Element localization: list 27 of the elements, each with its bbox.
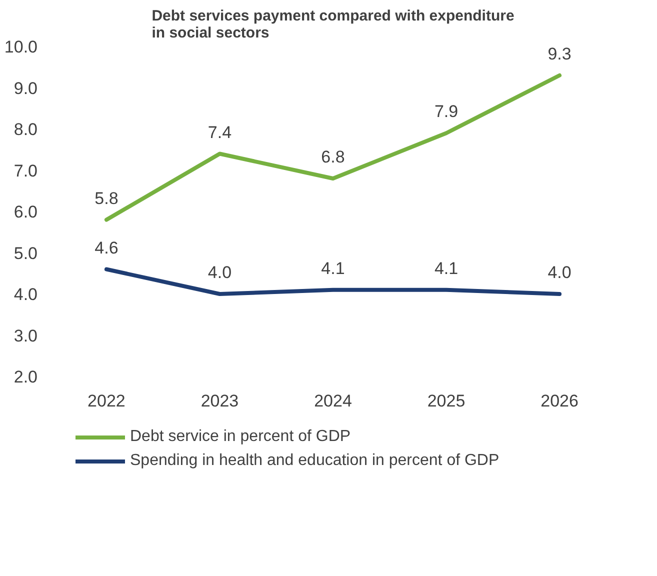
y-tick-label: 6.0: [14, 202, 38, 222]
y-tick-label: 7.0: [14, 161, 38, 180]
y-tick-label: 9.0: [14, 78, 38, 98]
y-tick-label: 8.0: [14, 120, 38, 139]
y-tick-label: 5.0: [14, 244, 38, 263]
data-label: 4.1: [321, 258, 345, 278]
x-tick-label: 2025: [427, 392, 466, 410]
data-label: 7.9: [434, 102, 458, 122]
y-tick-label: 4.0: [14, 285, 38, 304]
data-label: 4.6: [94, 238, 118, 258]
x-tick-label: 2026: [540, 392, 578, 410]
x-tick-label: 2023: [200, 392, 239, 410]
y-tick-label: 3.0: [14, 326, 38, 346]
x-tick-label: 2022: [88, 392, 126, 410]
legend-label: Spending in health and education in percent of GDP: [130, 452, 500, 470]
data-label: 4.0: [208, 263, 232, 282]
y-tick-label: 10.0: [4, 38, 38, 56]
data-label: 4.0: [548, 263, 572, 282]
data-label: 5.8: [94, 188, 118, 208]
data-label: 7.4: [208, 122, 232, 142]
legend-label: Debt service in percent of GDP: [130, 428, 351, 446]
chart-title: Debt services payment compared with expenditure in social sectors: [152, 8, 514, 42]
data-label: 4.1: [434, 258, 458, 278]
x-tick-label: 2024: [314, 392, 352, 410]
data-label: 9.3: [548, 44, 572, 64]
data-label: 6.8: [321, 148, 345, 166]
y-tick-label: 2.0: [14, 368, 38, 386]
